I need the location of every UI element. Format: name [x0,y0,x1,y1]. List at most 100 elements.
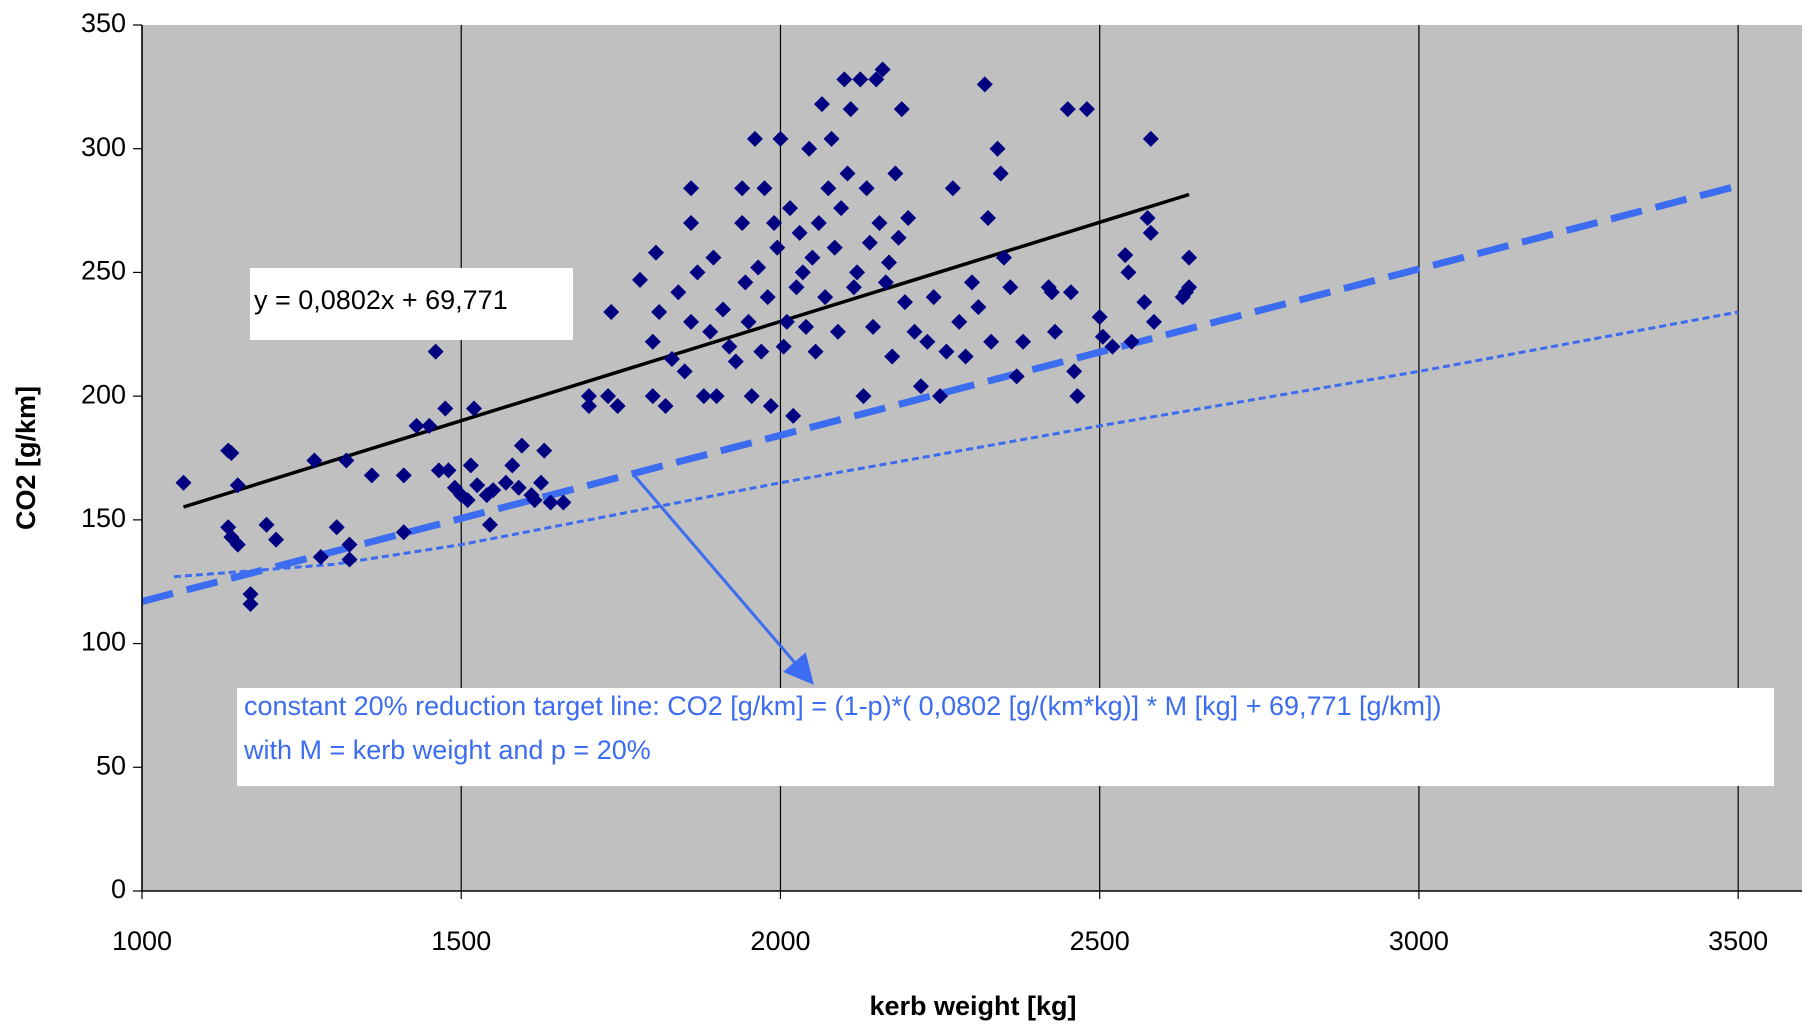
scatter-point [836,71,853,88]
scatter-point [695,388,712,405]
scatter-point [341,551,358,568]
equation-box [250,268,573,340]
scatter-point [1117,247,1134,264]
scatter-point [580,388,597,405]
scatter-point [715,301,731,318]
scatter-point [1062,284,1079,301]
scatter-point [932,388,949,405]
scatter-point [555,494,572,511]
scatter-point [769,239,786,256]
scatter-point [766,214,783,231]
scatter-point [957,348,974,365]
scatter-point [871,214,888,231]
scatter-point [312,548,329,565]
scatter-point [1142,130,1159,147]
scatter-point [338,452,355,469]
scatter-point [842,101,859,118]
scatter-point [258,516,275,533]
scatter-point [772,130,789,147]
scatter-point [497,474,514,491]
scatter-point [644,388,661,405]
scatter-point [1015,333,1032,350]
scatter-point [919,333,936,350]
scatter-point [884,348,901,365]
scatter-point [855,388,872,405]
scatter-point [989,140,1006,157]
scatter-point [820,180,837,197]
scatter-point [753,343,770,360]
scatter-point [925,289,942,306]
scatter-point [874,61,891,78]
note-line: constant 20% reduction target line: CO2 … [244,691,1442,721]
scatter-point [877,274,894,291]
equation-label: y = 0,0802x + 69,771 [254,285,508,315]
scatter-point [839,165,856,182]
scatter-point [852,71,869,88]
scatter-point [845,279,862,296]
scatter-point [1145,313,1162,330]
scatter-point [708,388,725,405]
scatter-point [408,417,425,434]
scatter-point [427,343,444,360]
y-tick-label: 100 [81,627,126,657]
scatter-point [1136,294,1153,311]
scatter-point [1008,368,1025,385]
scatter-point [510,479,527,496]
scatter-point [1120,264,1137,281]
scatter-point [580,398,597,415]
scatter-point [737,274,754,291]
scatter-point [676,363,693,380]
x-tick-label: 1000 [112,926,172,956]
scatter-point [906,323,923,340]
scatter-point [363,467,380,484]
scatter-point [395,467,412,484]
scatter-point [804,249,821,266]
scatter-point [979,209,996,226]
scatter-point [504,457,521,474]
scatter-point [1091,308,1108,325]
scatter-point [242,595,259,612]
scatter-point [175,474,192,491]
scatter-point [893,101,910,118]
scatter-point [995,249,1012,266]
scatter-point [791,224,808,241]
y-tick-label: 200 [81,379,126,409]
note-box [237,688,1774,786]
scatter-point [603,304,620,321]
scatter-point [1066,363,1083,380]
scatter-point [1142,224,1159,241]
scatter-point [526,492,543,509]
scatter-point [437,400,454,417]
scatter-point [536,442,553,459]
scatter-point [542,494,559,511]
scatter-point [663,351,680,368]
scatter-point [759,289,776,306]
x-tick-label: 3500 [1708,926,1768,956]
scatter-point [938,343,955,360]
scatter-point [683,180,700,197]
scatter-point [727,353,744,370]
scatter-point [983,333,1000,350]
scatter-point [670,284,687,301]
scatter-point [750,259,767,276]
scatter-point [1094,328,1111,345]
x-tick-label: 2000 [750,926,810,956]
scatter-point [734,214,751,231]
scatter-point [268,531,285,548]
y-axis-label: CO2 [g/km] [11,386,41,530]
scatter-point [1139,209,1156,226]
scatter-point [689,264,706,281]
scatter-point [890,229,907,246]
x-tick-label: 3000 [1389,926,1449,956]
scatter-point [657,398,674,415]
note-line: with M = kerb weight and p = 20% [243,735,651,765]
scatter-point [849,264,866,281]
scatter-point [459,492,476,509]
solid-line [182,192,1190,509]
x-axis-label: kerb weight [kg] [869,991,1076,1021]
x-tick-label: 2500 [1070,926,1130,956]
scatter-point [858,180,875,197]
scatter-point [778,313,795,330]
scatter-point [865,318,882,335]
scatter-point [868,71,885,88]
